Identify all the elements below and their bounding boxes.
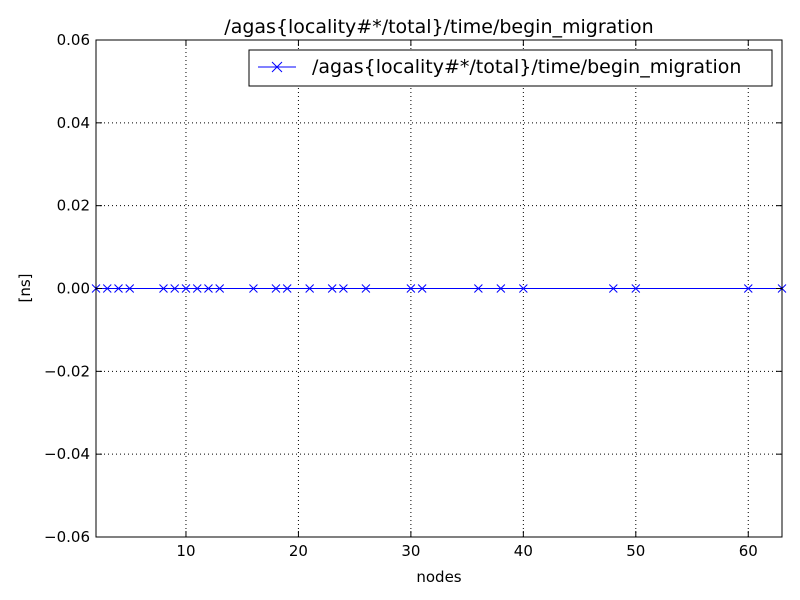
y-tick-label: 0.02 <box>57 197 90 215</box>
y-axis-label: [ns] <box>16 273 34 302</box>
x-tick-label: 50 <box>626 542 645 560</box>
legend-entry: /agas{locality#*/total}/time/begin_migra… <box>312 56 741 78</box>
plot-frame <box>95 39 783 538</box>
data-point <box>271 284 281 293</box>
y-tick-label: 0.06 <box>57 31 90 49</box>
data-point <box>282 284 292 293</box>
data-point <box>496 284 506 293</box>
data-point <box>249 284 258 293</box>
data-point <box>361 284 371 293</box>
data-point <box>339 284 348 293</box>
data-point <box>305 284 315 293</box>
chart-title: /agas{locality#*/total}/time/begin_migra… <box>224 16 653 38</box>
x-tick-label: 60 <box>739 542 758 560</box>
data-point <box>608 284 618 293</box>
data-point <box>631 284 641 293</box>
data-point <box>114 284 123 293</box>
y-tick-label: −0.02 <box>44 362 90 380</box>
x-tick-label: 20 <box>289 542 308 560</box>
data-point <box>406 284 416 293</box>
data-point <box>518 284 528 293</box>
data-point <box>474 284 483 293</box>
data-point <box>125 284 135 293</box>
data-point <box>192 284 202 293</box>
data-point <box>743 284 753 293</box>
data-point <box>159 284 168 293</box>
legend: /agas{locality#*/total}/time/begin_migra… <box>248 49 773 87</box>
x-tick-label: 40 <box>514 542 533 560</box>
data-point <box>170 284 180 293</box>
legend-box <box>248 49 773 87</box>
legend-marker <box>271 61 283 73</box>
y-tick-label: 0.00 <box>57 280 90 298</box>
x-tick-label: 10 <box>176 542 195 560</box>
data-point <box>181 284 191 293</box>
axes: 10 20 30 40 50 60 −0.06 −0.04 −0.02 0.00 0.02 0.04 0… <box>44 31 782 560</box>
y-tick-label: −0.06 <box>44 528 90 546</box>
series-layer <box>91 284 787 293</box>
data-point <box>102 284 112 293</box>
y-tick-label: 0.04 <box>57 114 90 132</box>
data-point <box>327 284 337 293</box>
data-point <box>215 284 225 293</box>
y-tick-label: −0.04 <box>44 445 90 463</box>
x-axis-label: nodes <box>416 568 461 586</box>
data-point <box>204 284 213 293</box>
x-tick-label: 30 <box>401 542 420 560</box>
data-point <box>417 284 427 293</box>
